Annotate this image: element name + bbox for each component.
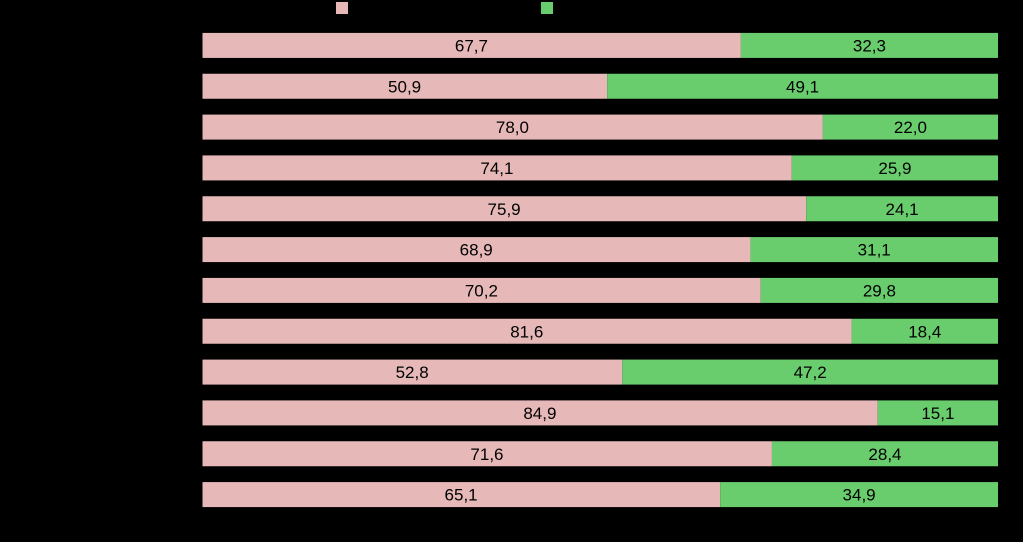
bar-series1-row2 xyxy=(202,73,608,99)
bar-series1-row7 xyxy=(202,277,761,303)
bar-series1-row3 xyxy=(202,114,823,140)
legend xyxy=(336,2,553,14)
data-label-series2-row9: 47,2 xyxy=(794,363,827,382)
bar-series2-row1 xyxy=(740,32,998,58)
bar-series2-row8 xyxy=(851,318,998,344)
bar-series1-row5 xyxy=(202,196,807,222)
bars-group: 67,7 32,3 50,9 49,1 78,0 22,0 74,1 25,9 75,9 24,1… xyxy=(202,32,998,508)
data-label-series1-row10: 84,9 xyxy=(523,404,556,423)
axes-group xyxy=(196,24,999,521)
bar-series1-row8 xyxy=(202,318,852,344)
data-label-series2-row6: 31,1 xyxy=(858,241,891,260)
data-label-series1-row11: 71,6 xyxy=(470,445,503,464)
data-label-series1-row12: 65,1 xyxy=(445,486,478,505)
bar-series2-row2 xyxy=(607,73,998,99)
data-label-series2-row1: 32,3 xyxy=(853,36,886,55)
bar-series1-row11 xyxy=(202,441,772,467)
bar-series2-row11 xyxy=(771,441,998,467)
bar-series2-row3 xyxy=(822,114,998,140)
data-label-series1-row1: 67,7 xyxy=(455,36,488,55)
bar-series1-row6 xyxy=(202,237,751,263)
data-label-series2-row12: 34,9 xyxy=(843,486,876,505)
data-label-series1-row8: 81,6 xyxy=(510,322,543,341)
bar-series2-row5 xyxy=(806,196,998,222)
data-label-series1-row3: 78,0 xyxy=(496,118,529,137)
data-label-series2-row2: 49,1 xyxy=(786,77,819,96)
bar-series1-row9 xyxy=(202,359,623,385)
data-label-series2-row10: 15,1 xyxy=(921,404,954,423)
bar-series1-row10 xyxy=(202,400,878,426)
data-label-series2-row3: 22,0 xyxy=(894,118,927,137)
data-label-series1-row4: 74,1 xyxy=(480,159,513,178)
legend-marker-series1 xyxy=(336,2,348,14)
data-label-series1-row6: 68,9 xyxy=(460,241,493,260)
bar-series1-row12 xyxy=(202,482,721,508)
bar-series1-row1 xyxy=(202,32,741,58)
data-label-series1-row7: 70,2 xyxy=(465,281,498,300)
bar-series2-row12 xyxy=(720,482,998,508)
data-label-series2-row4: 25,9 xyxy=(878,159,911,178)
data-label-series2-row5: 24,1 xyxy=(886,200,919,219)
bar-series1-row4 xyxy=(202,155,792,181)
bar-series2-row7 xyxy=(760,277,998,303)
data-label-series2-row7: 29,8 xyxy=(863,281,896,300)
data-label-series1-row9: 52,8 xyxy=(396,363,429,382)
bar-series2-row4 xyxy=(791,155,998,181)
bar-series2-row6 xyxy=(750,237,998,263)
data-label-series1-row2: 50,9 xyxy=(388,77,421,96)
legend-marker-series2 xyxy=(541,2,553,14)
bar-series2-row10 xyxy=(877,400,998,426)
data-label-series1-row5: 75,9 xyxy=(488,200,521,219)
data-label-series2-row8: 18,4 xyxy=(908,322,941,341)
bar-series2-row9 xyxy=(622,359,998,385)
data-label-series2-row11: 28,4 xyxy=(868,445,901,464)
